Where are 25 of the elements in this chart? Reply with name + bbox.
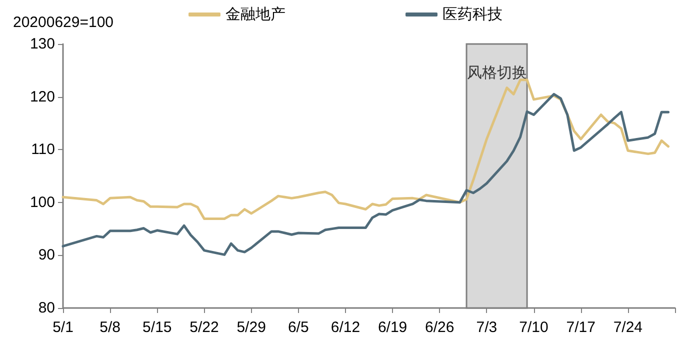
x-tick-label: 7/24 <box>613 319 643 336</box>
x-tick-label: 6/5 <box>288 319 309 336</box>
x-tick-label: 7/10 <box>519 319 548 336</box>
y-tick-label: 110 <box>31 141 55 158</box>
x-tick-label: 5/8 <box>100 319 121 336</box>
y-tick-label: 80 <box>38 300 55 316</box>
y-tick-label: 90 <box>38 246 55 264</box>
band-label: 风格切换 <box>466 64 527 82</box>
x-tick-label: 5/15 <box>142 319 172 336</box>
x-tick-label: 6/26 <box>425 319 454 336</box>
legend-label: 医药科技 <box>442 6 502 23</box>
line-series <box>62 92 670 256</box>
y-tick-label: 130 <box>30 36 55 52</box>
x-tick-label: 5/22 <box>190 319 219 336</box>
x-tick-label: 6/12 <box>330 319 360 336</box>
y-axis-title: 20200629=100 <box>13 14 114 31</box>
x-tick-label: 6/19 <box>378 319 408 336</box>
x-tick-label: 7/17 <box>566 319 596 336</box>
y-tick-label: 120 <box>30 88 55 106</box>
y-tick-label: 100 <box>30 194 55 211</box>
x-tick-label: 5/1 <box>52 319 74 336</box>
x-tick-label: 5/29 <box>236 319 266 336</box>
x-tick-label: 7/3 <box>476 319 498 336</box>
legend-label: 金融地产 <box>226 6 286 23</box>
line-series <box>62 78 670 220</box>
